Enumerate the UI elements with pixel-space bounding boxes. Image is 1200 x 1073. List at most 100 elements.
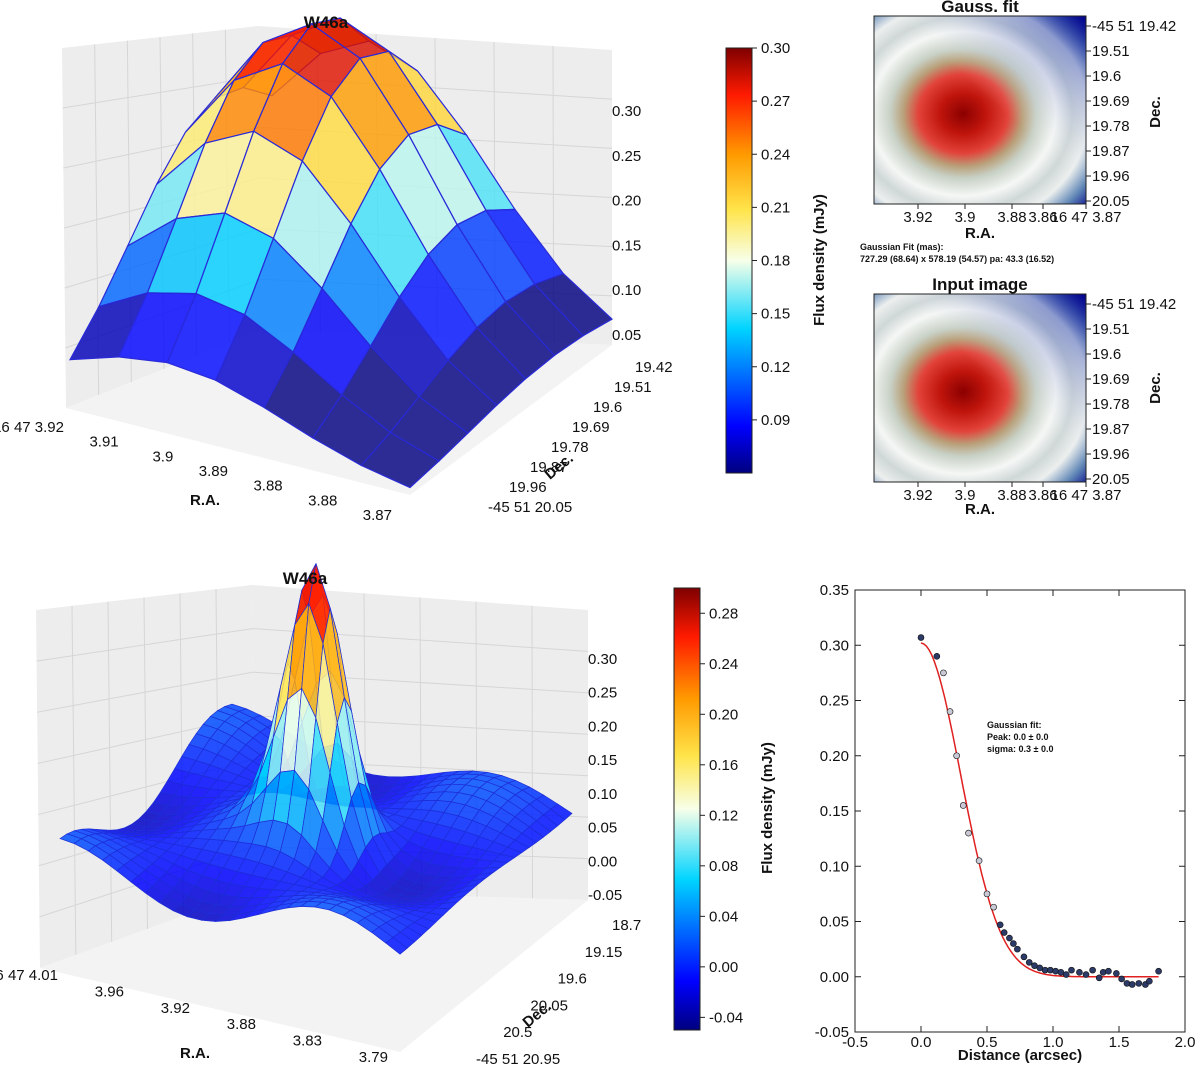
z-tick-top-2: 0.20: [612, 193, 641, 210]
gauss-fit-ytick-0: -45 51 19.42: [1092, 18, 1176, 35]
profile-point: [1135, 980, 1143, 987]
x-tick-bottom-0: 16 47 4.01: [0, 967, 58, 984]
profile-ytick-6: 0.05: [820, 914, 849, 931]
z-tick-bottom-4: 0.10: [588, 786, 617, 803]
profile-ytick-2: 0.25: [820, 693, 849, 710]
profile-point: [1076, 969, 1083, 976]
profile-point: [1105, 967, 1112, 975]
colorbar-label-bottom: Flux density (mJy): [759, 742, 776, 874]
y-tick-bottom-2: 19.6: [558, 971, 587, 988]
z-tick-bottom-6: 0.00: [588, 853, 617, 870]
input-image-ytick-4: 19.78: [1092, 396, 1130, 413]
surface-cell: [360, 431, 440, 489]
z-tick-bottom-1: 0.25: [588, 685, 617, 702]
x-axis-label-bottom: R.A.: [180, 1045, 210, 1062]
profile-point: [940, 669, 947, 677]
gauss-fit-xtick-2: 3.88: [997, 209, 1026, 226]
fit-legend-sigma: sigma: 0.3 ± 0.0: [987, 744, 1053, 754]
input-image-ytick-6: 19.96: [1092, 446, 1130, 463]
profile-point: [996, 921, 1004, 929]
gauss-fit-xtick-3: 3.86: [1028, 209, 1057, 226]
input-image-ytick-2: 19.6: [1092, 346, 1121, 363]
x-tick-bottom-4: 3.83: [293, 1033, 322, 1050]
profile-point: [1025, 959, 1033, 966]
profile-point: [1095, 974, 1103, 982]
profile-xtick-0: -0.5: [842, 1034, 868, 1051]
z-tick-top-0: 0.30: [612, 103, 641, 120]
z-tick-bottom-2: 0.20: [588, 718, 617, 735]
colorbar-bottom-tick-6: 0.04: [709, 908, 738, 925]
z-tick-bottom-5: 0.05: [588, 820, 617, 837]
x-axis-label-top: R.A.: [190, 492, 220, 509]
x-tick-top-4: 3.88: [253, 478, 282, 495]
fit-legend-peak: Peak: 0.0 ± 0.0: [987, 732, 1048, 742]
gauss-fit-xlabel: R.A.: [965, 225, 995, 242]
input-image-ytick-1: 19.51: [1092, 321, 1130, 338]
profile-point: [1068, 966, 1075, 974]
colorbar-bottom-tick-1: 0.24: [709, 656, 738, 673]
y-tick-top-0: 19.42: [635, 359, 673, 376]
z-tick-top-1: 0.25: [612, 148, 641, 165]
input-image-panel: Input image -45 51 19.42 19.51 19.6 19.69 19…: [873, 275, 1176, 518]
x-tick-top-5: 3.88: [308, 492, 337, 509]
profile-point: [1006, 934, 1013, 942]
y-tick-bottom-5: -45 51 20.95: [476, 1051, 560, 1068]
input-image-xtick-4: 16 47 3.87: [1051, 487, 1122, 504]
profile-point: [1020, 953, 1028, 961]
profile-xtick-2: 0.5: [977, 1034, 998, 1051]
profile-point: [1113, 970, 1120, 977]
profile-xtick-5: 2.0: [1175, 1034, 1196, 1051]
x-tick-top-0: 16 47 3.92: [0, 419, 64, 436]
profile-point: [1099, 969, 1107, 976]
input-image-xtick-1: 3.9: [955, 487, 976, 504]
y-tick-top-5: 19.87: [530, 459, 568, 476]
y-tick-top-1: 19.51: [614, 379, 652, 396]
gauss-fit-ytick-2: 19.6: [1092, 68, 1121, 85]
surface-plot-bottom: W46a 16 47 4.01 3.96 3.92 3.88 3.83 3.79 18.7…: [0, 562, 641, 1068]
gauss-fit-xtick-4: 16 47 3.87: [1051, 209, 1122, 226]
profile-ytick-1: 0.30: [820, 637, 849, 654]
y-tick-bottom-4: 20.5: [503, 1024, 532, 1041]
z-tick-top-5: 0.05: [612, 327, 641, 344]
colorbar-bottom-tick-4: 0.12: [709, 807, 738, 824]
profile-ytick-4: 0.15: [820, 803, 849, 820]
colorbar-bottom-tick-2: 0.20: [709, 706, 738, 723]
input-image-xlabel: R.A.: [965, 501, 995, 518]
profile-point: [1000, 929, 1008, 936]
profile-point: [1146, 977, 1153, 985]
colorbar-top-tick-2: 0.24: [761, 146, 790, 163]
y-tick-bottom-0: 18.7: [612, 917, 641, 934]
input-image-ytick-7: 20.05: [1092, 471, 1130, 488]
z-tick-top-4: 0.10: [612, 282, 641, 299]
profile-point: [933, 652, 941, 660]
x-tick-top-1: 3.91: [89, 434, 118, 451]
colorbar-bottom-tick-7: 0.00: [709, 959, 738, 976]
surface-cell: [385, 936, 408, 955]
gauss-fit-panel: Gauss. fit -45 51 19.42 19.51 19.6 19.69 19.…: [860, 0, 1176, 264]
colorbar-bottom: 0.28 0.24 0.20 0.16 0.12 0.08 0.04 0.00 -0.04 Fl…: [673, 587, 776, 1031]
y-tick-top-4: 19.78: [551, 439, 589, 456]
profile-ytick-7: 0.00: [820, 969, 849, 986]
profile-xtick-4: 1.5: [1109, 1034, 1130, 1051]
x-tick-top-6: 3.87: [363, 507, 392, 524]
gauss-fit-xtick-0: 3.92: [903, 209, 932, 226]
chart-title-bottom: W46a: [283, 569, 328, 588]
profile-point: [1089, 966, 1096, 974]
input-image-ylabel: Dec.: [1147, 372, 1164, 404]
input-image-ytick-5: 19.87: [1092, 421, 1130, 438]
profile-point: [953, 752, 960, 760]
x-tick-bottom-2: 3.92: [161, 1000, 190, 1017]
y-tick-bottom-3: 20.05: [530, 997, 568, 1014]
profile-point: [1082, 971, 1090, 978]
profile-point: [1118, 975, 1125, 983]
y-tick-bottom-1: 19.15: [585, 944, 623, 961]
colorbar-bottom-tick-8: -0.04: [709, 1009, 743, 1026]
surface-mesh-bottom: [59, 562, 573, 955]
input-image-title: Input image: [932, 275, 1027, 294]
x-tick-bottom-3: 3.88: [227, 1016, 256, 1033]
profile-point: [975, 857, 983, 865]
profile-ytick-5: 0.10: [820, 858, 849, 875]
colorbar-top-tick-3: 0.21: [761, 199, 790, 216]
profile-point: [1052, 967, 1059, 975]
gauss-fit-annotation: 727.29 (68.64) x 578.19 (54.57) pa: 43.3…: [860, 254, 1054, 264]
